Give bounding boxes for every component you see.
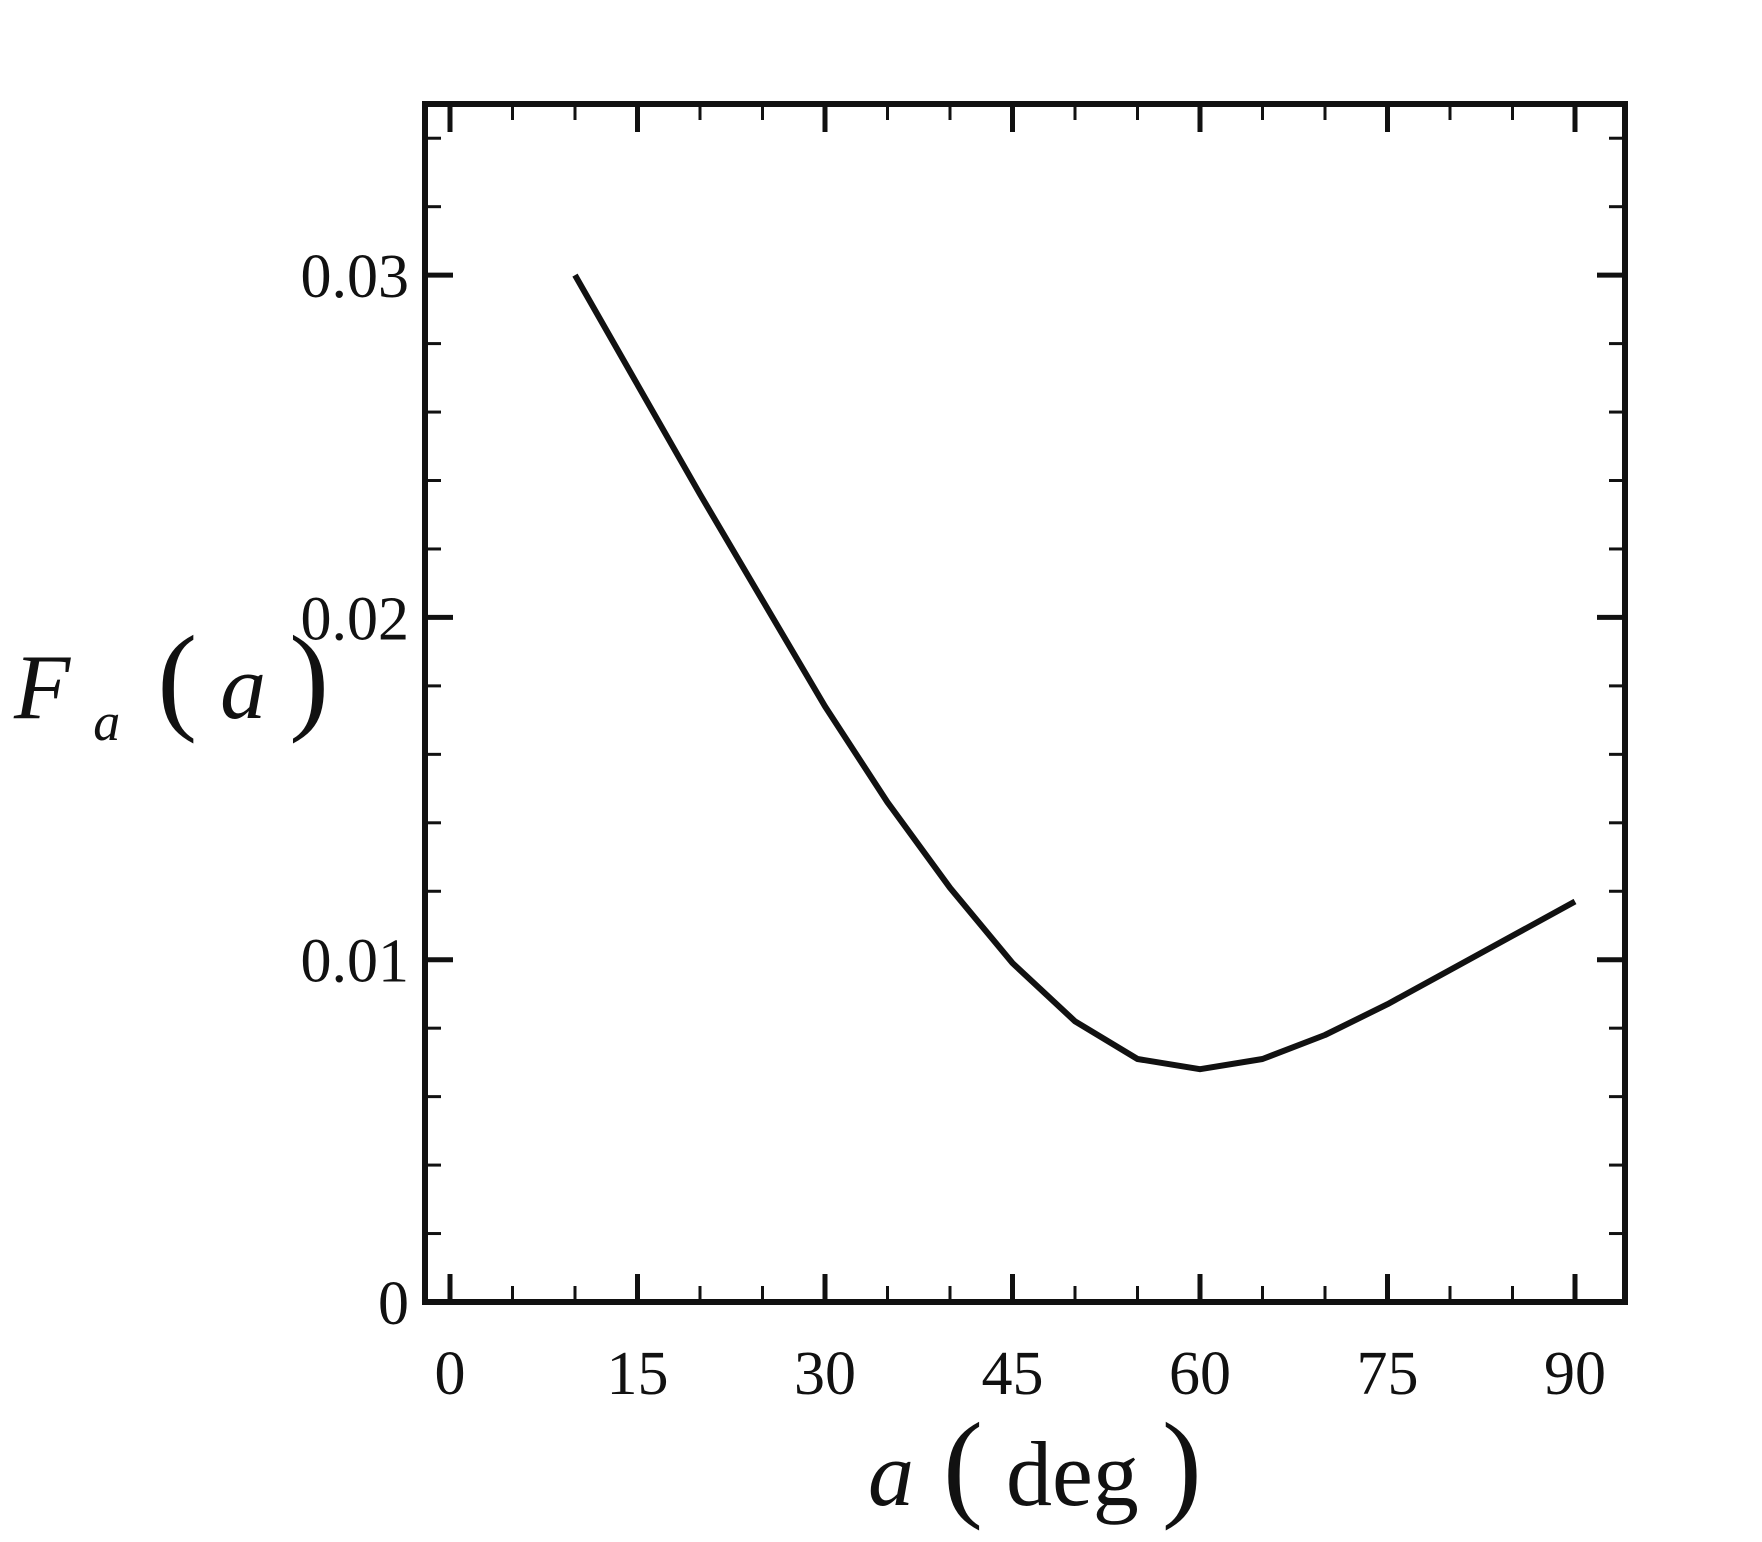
y-axis-title-base: F — [13, 636, 71, 738]
x-tick-label: 75 — [1357, 1340, 1419, 1408]
series-layer — [572, 273, 1577, 1073]
tick-labels-layer: 0 15 30 45 60 75 90 0 0.01 0.02 0.03 — [301, 243, 1607, 1408]
x-tick-label: 60 — [1169, 1340, 1231, 1408]
x-tick-label: 0 — [435, 1340, 466, 1408]
x-tick-label: 30 — [794, 1340, 856, 1408]
y-axis-title-subscript: a — [93, 692, 120, 752]
x-tick-label: 15 — [607, 1340, 669, 1408]
x-tick-label: 45 — [982, 1340, 1044, 1408]
x-axis-title: a ( deg ) — [868, 1398, 1202, 1531]
x-axis-title-unit: deg — [1006, 1423, 1139, 1525]
plot-frame — [422, 101, 1628, 1305]
y-tick-label: 0.03 — [301, 243, 410, 311]
ticks-layer — [425, 104, 1625, 1305]
x-axis-title-variable: a — [868, 1423, 914, 1525]
y-axis-title-argument: a — [220, 636, 266, 738]
y-tick-label: 0 — [378, 1270, 409, 1338]
y-axis-title: F a ( a ) — [13, 611, 329, 760]
y-tick-label: 0.02 — [301, 585, 410, 653]
x-tick-label: 90 — [1544, 1340, 1606, 1408]
series-line — [572, 273, 1577, 1073]
y-tick-label: 0.01 — [301, 928, 410, 996]
